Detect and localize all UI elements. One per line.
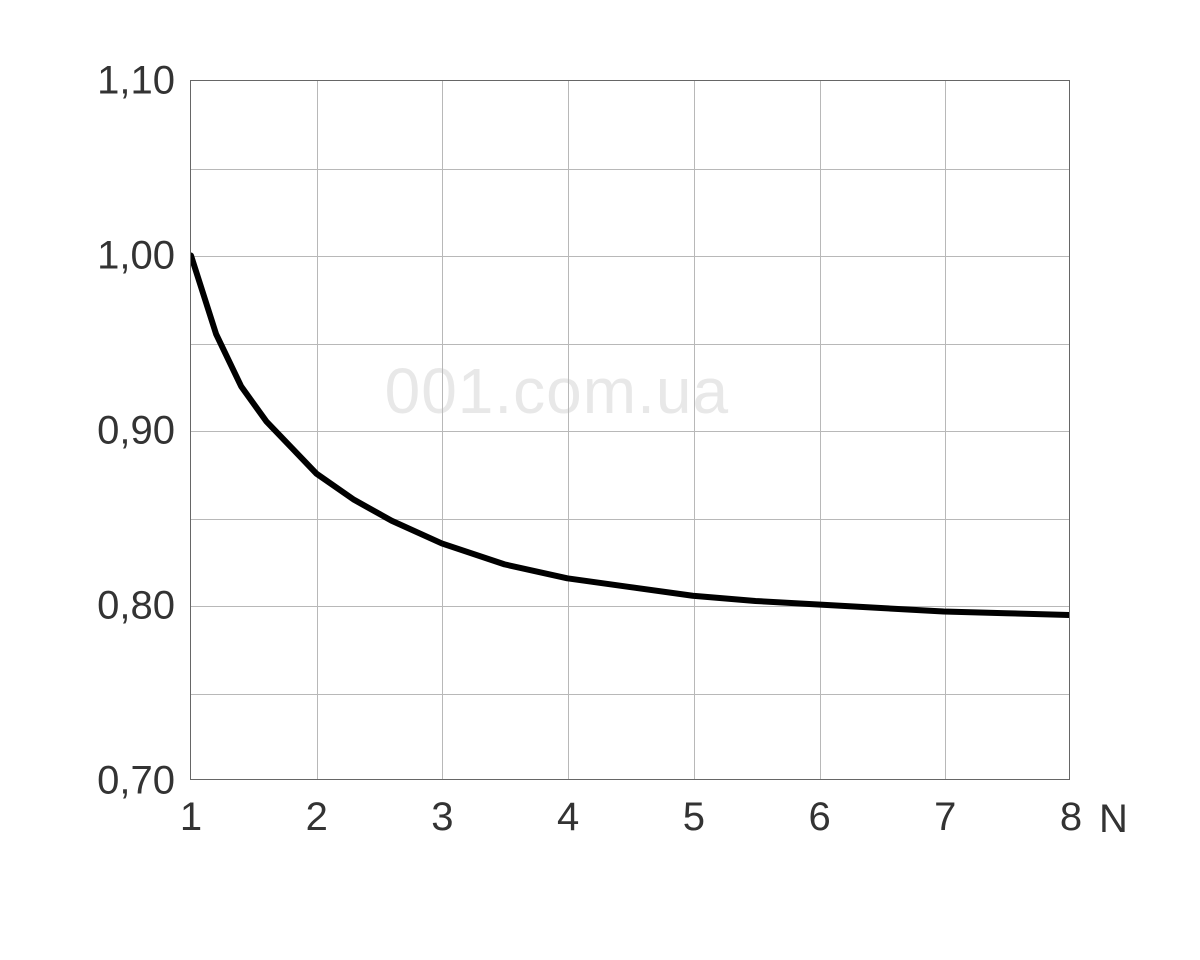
curve-svg [191, 81, 1069, 779]
x-tick-label: 2 [306, 795, 328, 840]
y-tick-label: 0,90 [97, 409, 175, 454]
chart-container: 001.com.ua N 123456780,700,800,901,001,1… [60, 60, 1140, 900]
y-tick-label: 1,00 [97, 234, 175, 279]
y-tick-label: 1,10 [97, 59, 175, 104]
x-axis-label: N [1099, 797, 1128, 842]
plot-area: 001.com.ua N 123456780,700,800,901,001,1… [190, 80, 1070, 780]
x-tick-label: 6 [808, 795, 830, 840]
x-tick-label: 8 [1060, 795, 1082, 840]
x-tick-label: 3 [431, 795, 453, 840]
y-tick-label: 0,80 [97, 584, 175, 629]
curve-line [191, 256, 1069, 615]
x-tick-label: 1 [180, 795, 202, 840]
x-tick-label: 5 [683, 795, 705, 840]
x-tick-label: 4 [557, 795, 579, 840]
y-tick-label: 0,70 [97, 759, 175, 804]
x-tick-label: 7 [934, 795, 956, 840]
